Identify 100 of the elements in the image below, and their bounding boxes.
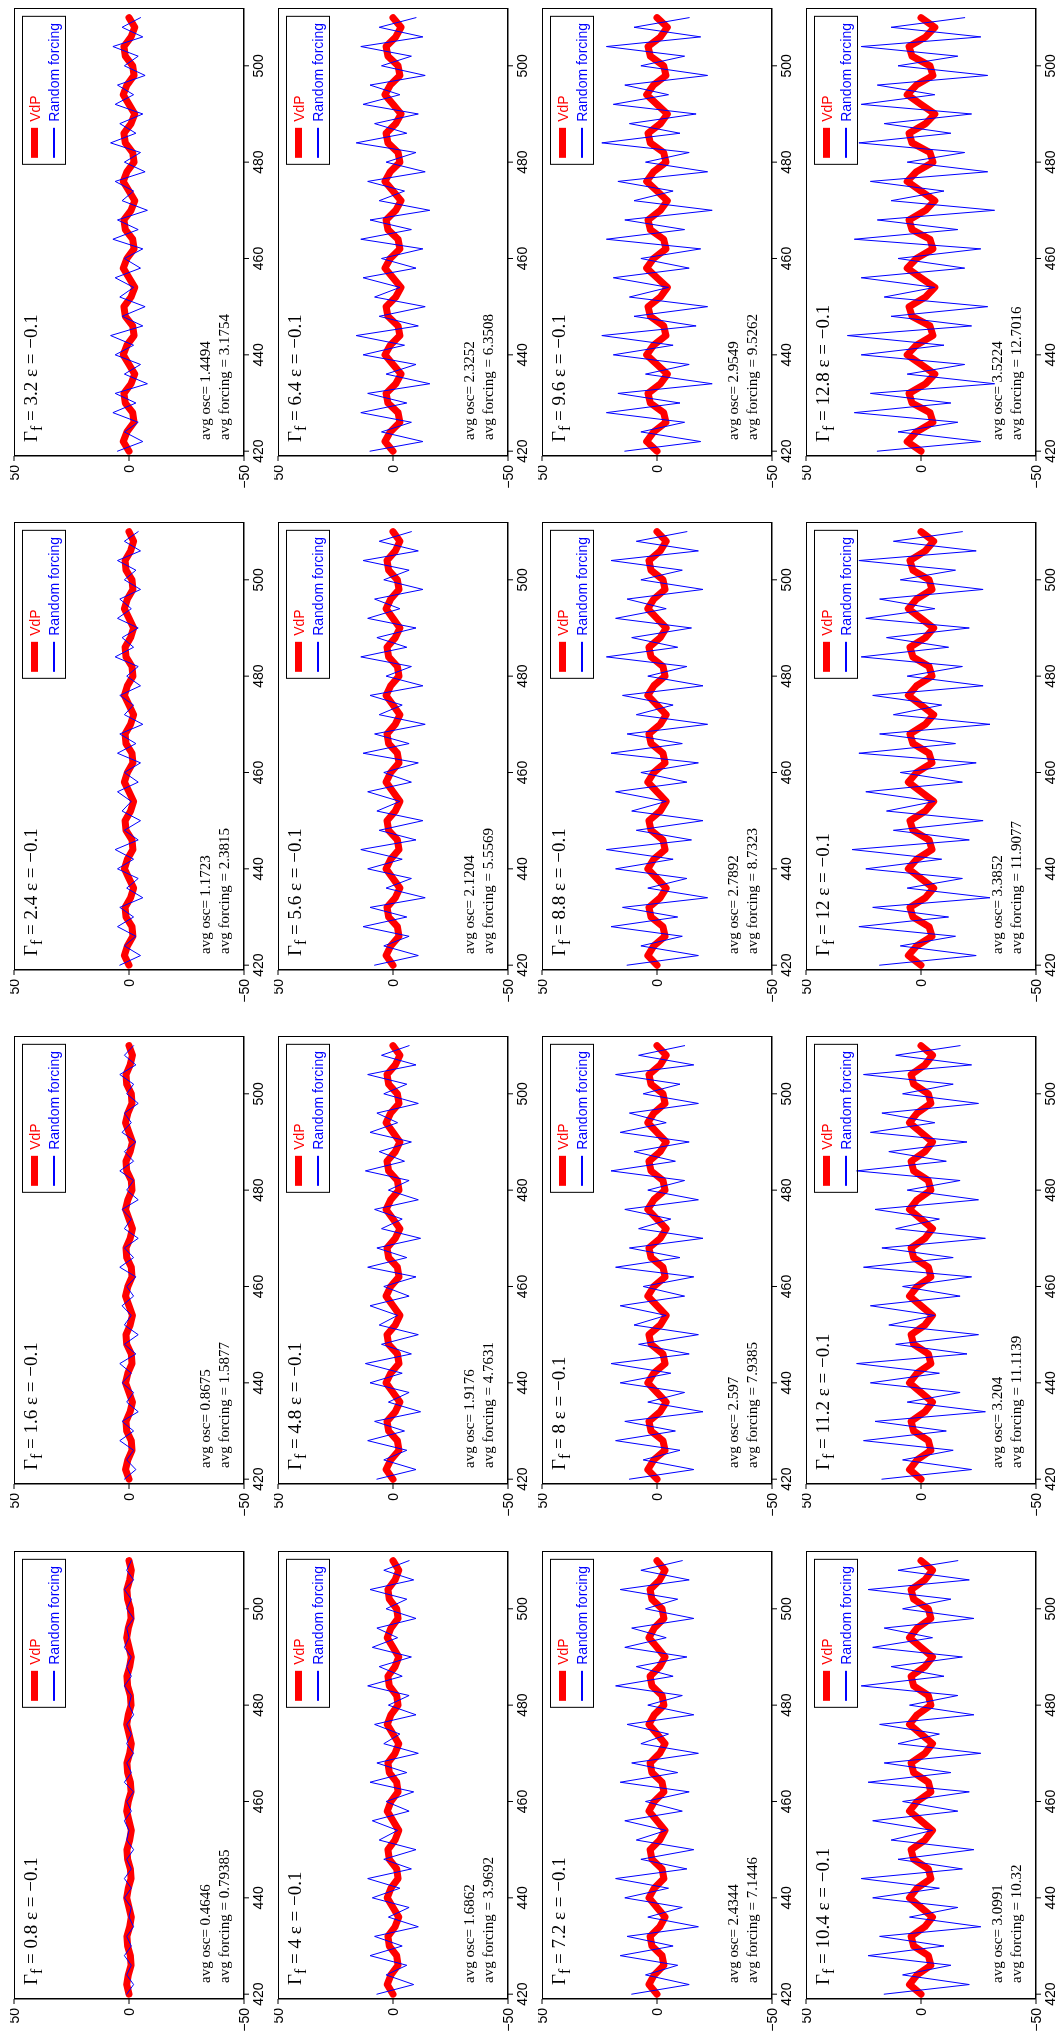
annotation: avg osc= 2.4344 — [724, 1883, 742, 1983]
y-tick-label: 440 — [778, 856, 795, 881]
y-tick-label: 440 — [514, 856, 531, 881]
x-tick-label: 0 — [913, 2007, 929, 2016]
annotation: avg forcing = 3.9692 — [479, 1857, 497, 1983]
y-tick-label: 500 — [250, 567, 267, 592]
text: VdP — [554, 95, 571, 122]
y-tick-label: 480 — [514, 1178, 531, 1202]
text: Random forcing — [837, 23, 854, 122]
y-tick-label: 460 — [1042, 246, 1059, 271]
y-tick-label: 420 — [250, 439, 267, 463]
y-tick-label: 500 — [250, 1081, 267, 1106]
y-tick-label: 420 — [778, 439, 795, 463]
annotation: avg osc= 1.6862 — [460, 1883, 478, 1983]
y-tick-label: 460 — [778, 246, 795, 271]
x-tick-label: 50 — [798, 978, 814, 995]
text: VdP — [818, 1638, 835, 1665]
text: Random forcing — [837, 537, 854, 636]
y-tick-label: 480 — [778, 150, 795, 174]
text: Random forcing — [573, 1051, 590, 1150]
y-tick-label: 420 — [514, 1467, 531, 1491]
y-tick-label: 500 — [514, 1596, 531, 1621]
annotation: avg forcing = 6.3508 — [479, 314, 497, 440]
y-tick-label: 440 — [514, 1370, 531, 1395]
y-tick-label: 460 — [1042, 1789, 1059, 1814]
x-tick-label: 50 — [6, 2007, 22, 2024]
x-tick-label: −50 — [500, 2007, 516, 2032]
annotation: avg osc= 0.4646 — [196, 1883, 214, 1983]
x-tick-label: −50 — [236, 978, 252, 1003]
y-tick-label: 420 — [1042, 953, 1059, 977]
y-tick-label: 500 — [514, 567, 531, 592]
x-tick-label: 0 — [385, 464, 401, 473]
x-tick-label: 0 — [385, 1492, 401, 1501]
y-tick-label: 420 — [514, 1982, 531, 2006]
text: VdP — [26, 1123, 43, 1150]
text: VdP — [290, 1123, 307, 1150]
text: Random forcing — [573, 1566, 590, 1665]
annotation: avg osc= 2.597 — [724, 1375, 742, 1468]
y-tick-label: 480 — [250, 664, 267, 688]
x-tick-label: 0 — [913, 1492, 929, 1501]
text: Random forcing — [45, 23, 62, 122]
text: Random forcing — [573, 537, 590, 636]
y-tick-label: 440 — [1042, 342, 1059, 367]
y-tick-label: 460 — [514, 1274, 531, 1299]
text: Random forcing — [309, 537, 326, 636]
x-tick-label: −50 — [500, 464, 516, 489]
text: Random forcing — [45, 1051, 62, 1150]
y-tick-label: 500 — [250, 53, 267, 78]
y-tick-label: 420 — [250, 953, 267, 977]
y-tick-label: 440 — [1042, 1885, 1059, 1910]
text: VdP — [818, 95, 835, 122]
y-tick-label: 440 — [250, 856, 267, 881]
annotation: avg forcing = 2.3815 — [215, 828, 233, 954]
text: VdP — [26, 609, 43, 636]
x-tick-label: −50 — [1028, 978, 1044, 1003]
x-tick-label: 50 — [534, 1492, 550, 1509]
x-tick-label: 0 — [121, 978, 137, 987]
x-tick-label: 0 — [649, 464, 665, 473]
annotation: avg osc= 0.8675 — [196, 1368, 214, 1468]
annotation: avg forcing = 7.1446 — [743, 1857, 761, 1983]
y-tick-label: 480 — [1042, 1178, 1059, 1202]
y-tick-label: 480 — [1042, 150, 1059, 174]
y-tick-label: 480 — [778, 664, 795, 688]
y-tick-label: 440 — [1042, 856, 1059, 881]
annotation: avg forcing = 0.79385 — [215, 1849, 233, 1983]
y-tick-label: 480 — [514, 150, 531, 174]
y-tick-label: 420 — [778, 1982, 795, 2006]
annotation: avg forcing = 9.5262 — [743, 314, 761, 440]
x-tick-label: 0 — [649, 1492, 665, 1501]
y-tick-label: 500 — [778, 1596, 795, 1621]
annotation: avg forcing = 11.1139 — [1007, 1335, 1025, 1468]
annotation: avg osc= 1.4494 — [196, 340, 214, 440]
annotation: avg osc= 3.5224 — [988, 340, 1006, 440]
x-tick-label: 50 — [270, 1492, 286, 1509]
y-tick-label: 420 — [514, 439, 531, 463]
annotation: avg osc= 1.9176 — [460, 1368, 478, 1468]
annotation: avg forcing = 1.5877 — [215, 1342, 233, 1468]
y-tick-label: 440 — [778, 342, 795, 367]
annotation: avg forcing = 3.1754 — [215, 314, 233, 440]
text: Random forcing — [837, 1566, 854, 1665]
y-tick-label: 460 — [250, 246, 267, 271]
text: VdP — [554, 1123, 571, 1150]
x-tick-label: 50 — [534, 978, 550, 995]
text: VdP — [554, 609, 571, 636]
annotation: avg osc= 2.9549 — [724, 340, 742, 440]
y-tick-label: 480 — [778, 1178, 795, 1202]
x-tick-label: −50 — [1028, 464, 1044, 489]
x-tick-label: −50 — [1028, 2007, 1044, 2032]
y-tick-label: 500 — [778, 1081, 795, 1106]
y-tick-label: 420 — [1042, 1467, 1059, 1491]
text: VdP — [290, 1638, 307, 1665]
x-tick-label: 0 — [385, 978, 401, 987]
y-tick-label: 460 — [250, 1274, 267, 1299]
y-tick-label: 420 — [778, 1467, 795, 1491]
text: VdP — [818, 609, 835, 636]
y-tick-label: 460 — [250, 1789, 267, 1814]
y-tick-label: 500 — [1042, 1081, 1059, 1106]
x-tick-label: −50 — [764, 464, 780, 489]
text: Random forcing — [573, 23, 590, 122]
text: Random forcing — [309, 23, 326, 122]
